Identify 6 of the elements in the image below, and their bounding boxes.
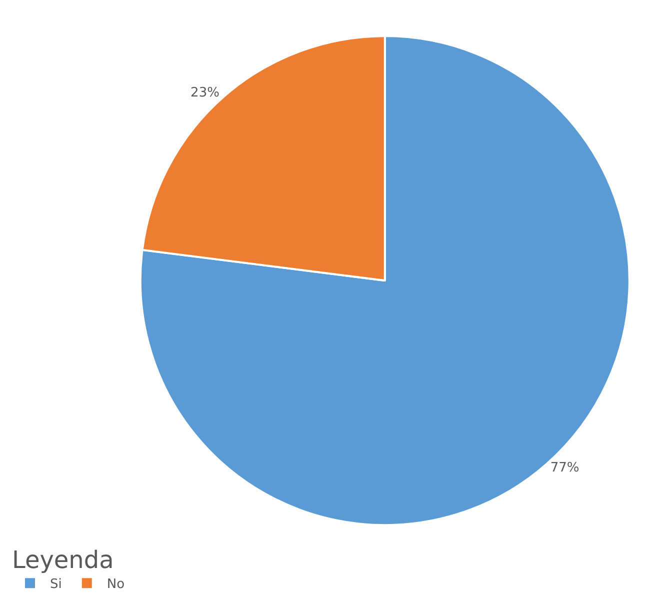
legend-title: Leyenda <box>12 546 114 574</box>
legend-label: No <box>106 577 125 592</box>
pie-slice <box>139 35 630 526</box>
data-label: 23% <box>190 85 220 100</box>
data-label: 77% <box>550 460 580 476</box>
legend-label: Si <box>50 577 62 592</box>
